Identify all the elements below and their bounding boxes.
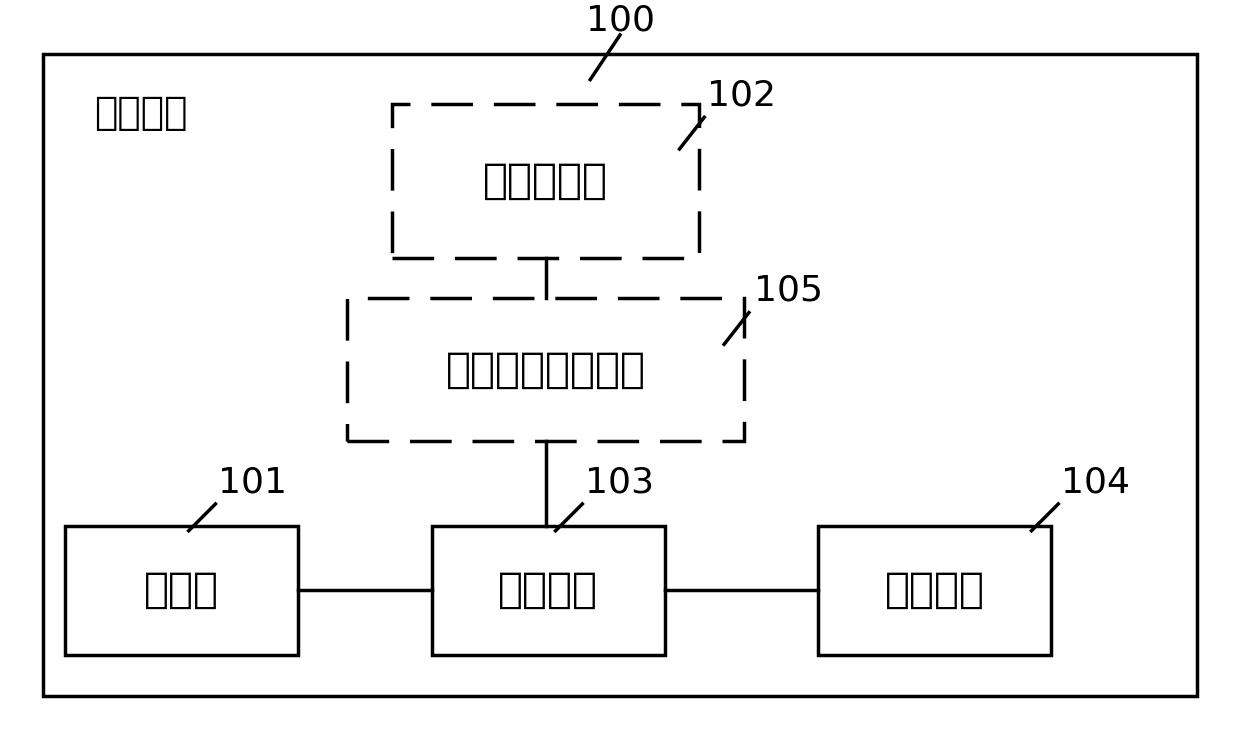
Text: 100: 100 [585,3,655,37]
Bar [432,526,665,655]
Text: 104: 104 [1061,465,1130,499]
Text: 102: 102 [707,79,776,112]
Bar [347,298,744,441]
Text: 运算单元: 运算单元 [885,570,985,611]
Text: 寄存器单元: 寄存器单元 [484,160,608,203]
Bar [43,54,1197,697]
Text: 存储器: 存储器 [144,570,218,611]
Text: 103: 103 [585,465,655,499]
Text: 处理装置: 处理装置 [94,95,188,132]
Text: 依赖关系处理单元: 依赖关系处理单元 [445,349,646,390]
Bar [818,526,1052,655]
Bar [64,526,298,655]
Bar [392,104,699,258]
Text: 控制单元: 控制单元 [498,570,598,611]
Text: 101: 101 [218,465,288,499]
Text: 105: 105 [754,274,823,308]
